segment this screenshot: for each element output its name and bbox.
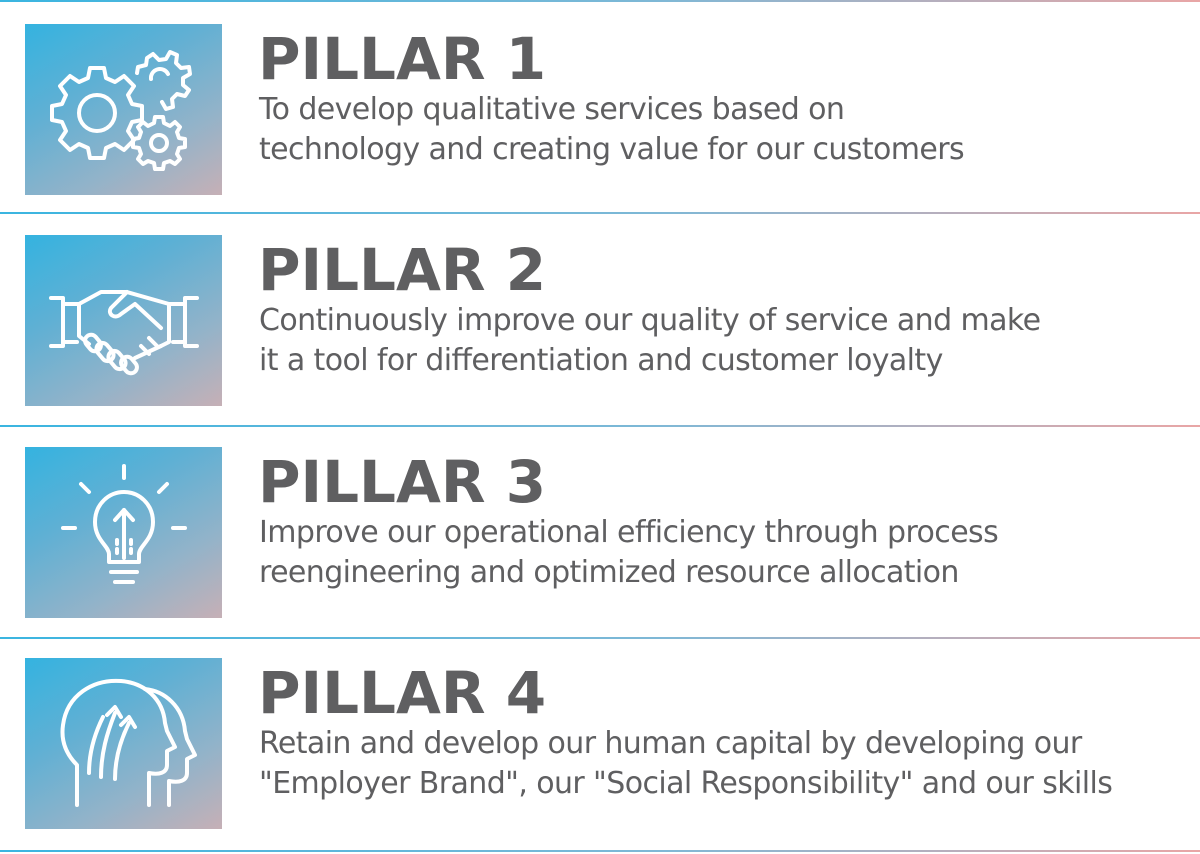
divider-top — [0, 0, 1200, 2]
pillar-3-description: Improve our operational efficiency throu… — [259, 513, 1179, 593]
pillar-3-description-line-1: Improve our operational efficiency throu… — [259, 515, 999, 550]
pillar-3-title: PILLAR 3 — [258, 448, 547, 516]
pillar-3-description-line-2: reengineering and optimized resource all… — [259, 555, 959, 590]
pillar-1-description: To develop qualitative services based on… — [259, 90, 1179, 170]
pillar-4-icon-box — [25, 658, 222, 829]
pillar-2: PILLAR 2 Continuously improve our qualit… — [0, 213, 1200, 425]
pillar-1-description-line-1: To develop qualitative services based on — [259, 92, 845, 127]
divider-2 — [0, 425, 1200, 427]
pillar-2-title: PILLAR 2 — [258, 236, 547, 304]
pillar-2-description-line-1: Continuously improve our quality of serv… — [259, 303, 1041, 338]
pillar-2-description-line-2: it a tool for differentiation and custom… — [259, 343, 943, 378]
divider-1 — [0, 212, 1200, 214]
pillar-2-description: Continuously improve our quality of serv… — [259, 301, 1179, 381]
pillar-1-icon-box — [25, 24, 222, 195]
pillar-1: PILLAR 1 To develop qualitative services… — [0, 2, 1200, 214]
pillar-2-icon-box — [25, 235, 222, 406]
pillar-4-description: Retain and develop our human capital by … — [259, 724, 1179, 804]
pillar-1-title: PILLAR 1 — [258, 25, 547, 93]
divider-3 — [0, 637, 1200, 639]
pillar-3: PILLAR 3 Improve our operational efficie… — [0, 425, 1200, 637]
divider-bottom — [0, 850, 1200, 852]
pillar-4-description-line-2: "Employer Brand", our "Social Responsibi… — [259, 766, 1113, 801]
pillar-1-description-line-2: technology and creating value for our cu… — [259, 132, 965, 167]
pillar-4-description-line-1: Retain and develop our human capital by … — [259, 726, 1082, 761]
pillar-3-icon-box — [25, 447, 222, 618]
gears-icon — [49, 49, 192, 171]
human-head-growth-icon — [60, 678, 197, 807]
pillar-4-title: PILLAR 4 — [258, 659, 547, 727]
lightbulb-icon — [60, 463, 187, 584]
handshake-icon — [48, 289, 199, 375]
pillar-4: PILLAR 4 Retain and develop our human ca… — [0, 636, 1200, 848]
